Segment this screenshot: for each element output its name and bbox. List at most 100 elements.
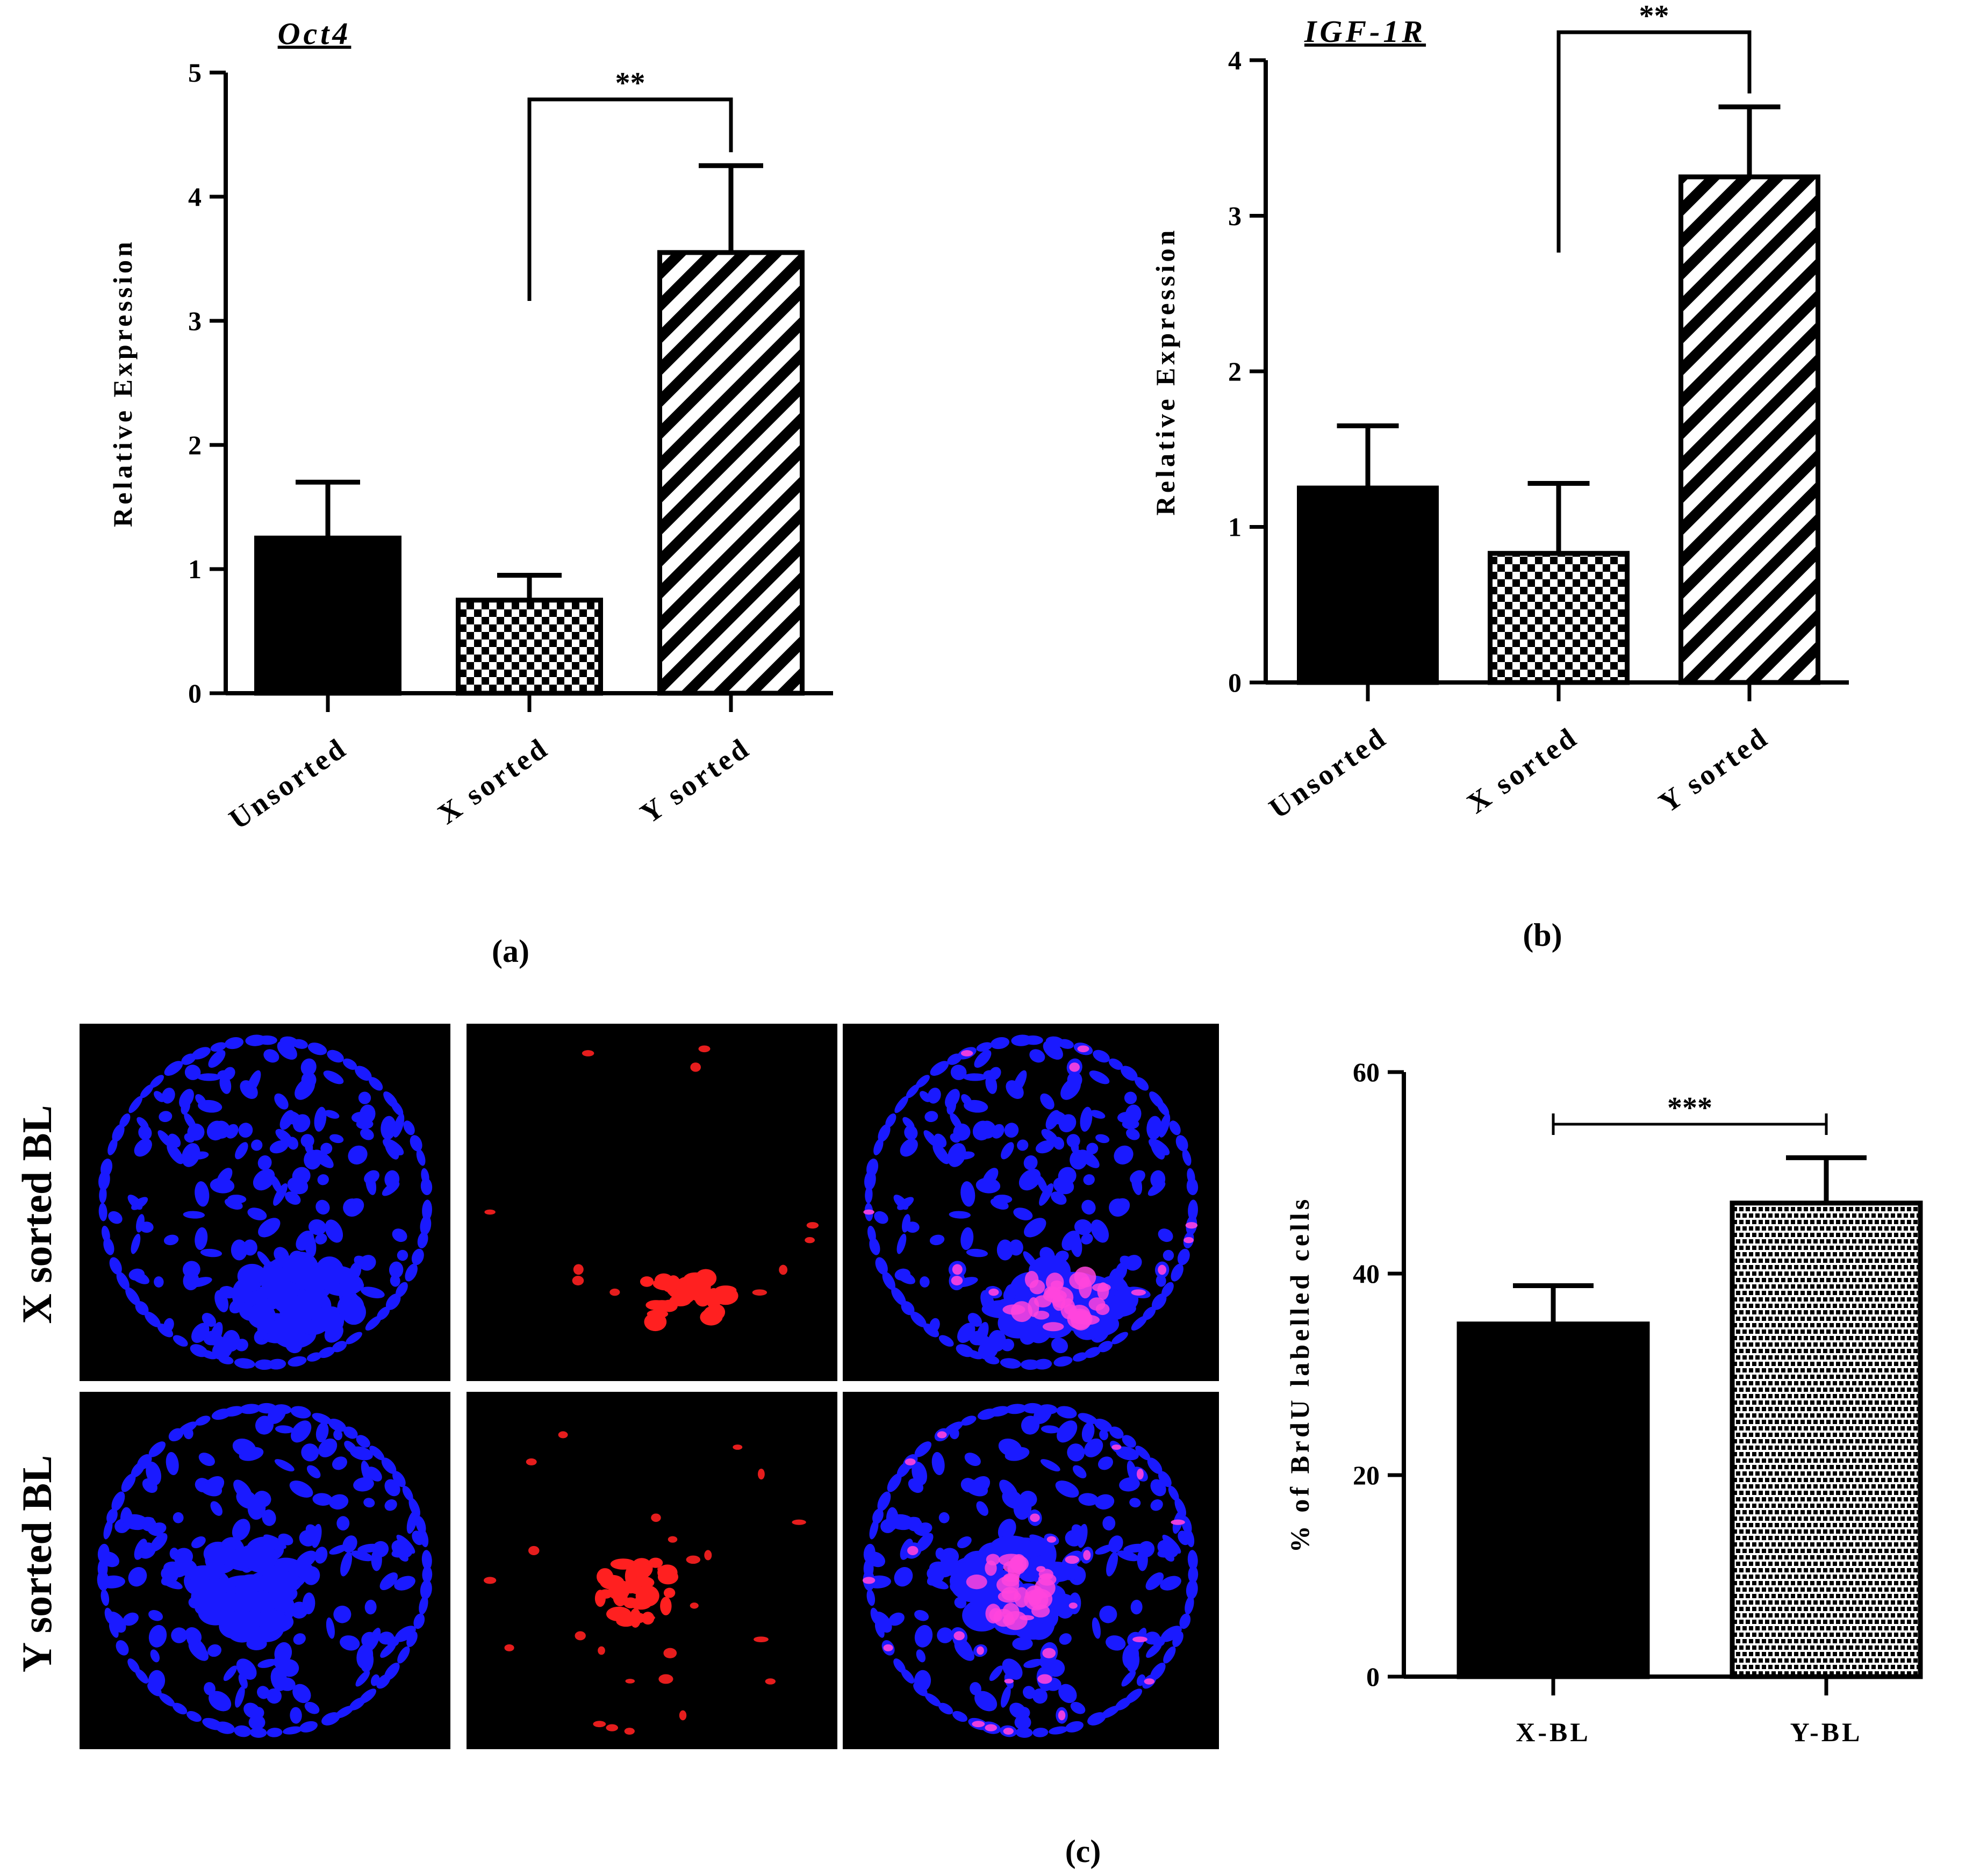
nucleus (307, 1043, 327, 1055)
nucleus (1023, 1155, 1038, 1170)
nucleus (938, 1335, 954, 1347)
nucleus (178, 1421, 197, 1434)
nucleus (397, 1646, 410, 1664)
category-label: Unsorted (1263, 721, 1393, 825)
nucleus (161, 1572, 178, 1586)
nucleus (204, 1476, 225, 1495)
nucleus (914, 1441, 932, 1457)
nucleus (1097, 1341, 1113, 1353)
nucleus (223, 1406, 244, 1417)
nucleus (396, 1282, 408, 1298)
nucleus (1122, 1119, 1139, 1130)
nucleus (869, 1519, 879, 1540)
nucleus (975, 1177, 1001, 1194)
brdu-blob (649, 1300, 675, 1311)
nucleus (947, 1143, 966, 1167)
nucleus (894, 1567, 913, 1587)
nucleus (274, 1459, 295, 1472)
nucleus (1001, 1686, 1011, 1708)
brdu-spot (1137, 1468, 1144, 1480)
nucleus (372, 1541, 389, 1558)
nucleus (960, 1181, 975, 1207)
nucleus (894, 1268, 911, 1281)
nucleus (1032, 1688, 1048, 1704)
nucleus (238, 1123, 253, 1138)
nucleus (112, 1124, 125, 1142)
nucleus (873, 1138, 884, 1155)
nucleus (888, 1612, 905, 1626)
nucleus (123, 1514, 149, 1530)
nucleus (210, 1042, 227, 1052)
brdu-blob (1074, 1266, 1096, 1288)
nucleus (1053, 1177, 1074, 1195)
nucleus (889, 1514, 915, 1530)
nucleus (1095, 1494, 1115, 1510)
brdu-spot (625, 1678, 635, 1684)
brdu-spot (582, 1050, 594, 1056)
nucleus (1081, 1422, 1095, 1442)
nucleus (159, 1111, 173, 1123)
nucleus (1071, 1140, 1079, 1154)
nucleus (957, 1322, 975, 1343)
nucleus (1099, 1605, 1117, 1623)
nucleus (988, 1067, 1001, 1080)
nucleus (292, 1039, 308, 1049)
nucleus (150, 1522, 167, 1535)
nucleus (1129, 1498, 1141, 1508)
y-axis-label: Relative Expression (107, 239, 138, 527)
nucleus (200, 1248, 223, 1257)
y-tick-label: 1 (1228, 512, 1242, 542)
nucleus (866, 1589, 876, 1606)
nucleus (1095, 1134, 1110, 1144)
nucleus (1001, 1339, 1014, 1352)
brdu-spot (704, 1550, 712, 1561)
nucleus (1045, 1110, 1060, 1130)
nucleus (930, 1061, 949, 1076)
brdu-spot (1185, 1222, 1198, 1229)
nucleus (172, 1702, 188, 1715)
nucleus (358, 1091, 371, 1104)
nucleus (134, 1539, 147, 1560)
nucleus (301, 1443, 319, 1462)
brdu-spot (863, 1209, 874, 1215)
nucleus (866, 1159, 879, 1177)
brdu-spot (1069, 1062, 1080, 1072)
nucleus (991, 1037, 1010, 1050)
nucleus (1122, 1435, 1136, 1448)
nucleus (908, 1478, 923, 1493)
nucleus (355, 1066, 372, 1081)
nucleus (1057, 1420, 1078, 1443)
nucleus (1032, 1728, 1049, 1737)
nucleus (1053, 1137, 1065, 1150)
nucleus (1013, 1496, 1032, 1520)
nucleus (314, 1547, 328, 1564)
nucleus (1188, 1565, 1199, 1583)
brdu-spot (1158, 1264, 1167, 1275)
nucleus (210, 1501, 223, 1516)
nucleus (1094, 1419, 1113, 1432)
nucleus (1187, 1550, 1198, 1570)
nucleus (1059, 1633, 1072, 1645)
nucleus (950, 1133, 961, 1143)
icm-blob (252, 1610, 288, 1629)
nucleus (976, 1501, 988, 1516)
brdu-spot (483, 1577, 497, 1584)
brdu-spot (1037, 1674, 1052, 1684)
brdu-spot (686, 1555, 701, 1564)
nucleus (1108, 1058, 1123, 1070)
brdu-blob (663, 1587, 676, 1598)
brdu-spot (598, 1646, 605, 1655)
nucleus (216, 1335, 227, 1354)
nucleus (267, 1728, 283, 1737)
brdu-spot (698, 1045, 711, 1053)
nucleus (1121, 1066, 1138, 1081)
nucleus (865, 1186, 873, 1204)
brdu-blob (1042, 1322, 1064, 1332)
nucleus (420, 1178, 433, 1195)
bar-unsorted (254, 535, 401, 696)
nucleus (148, 1441, 166, 1457)
nucleus (1117, 1550, 1139, 1562)
brdu-spot (609, 1288, 620, 1296)
nucleus (392, 1471, 406, 1487)
